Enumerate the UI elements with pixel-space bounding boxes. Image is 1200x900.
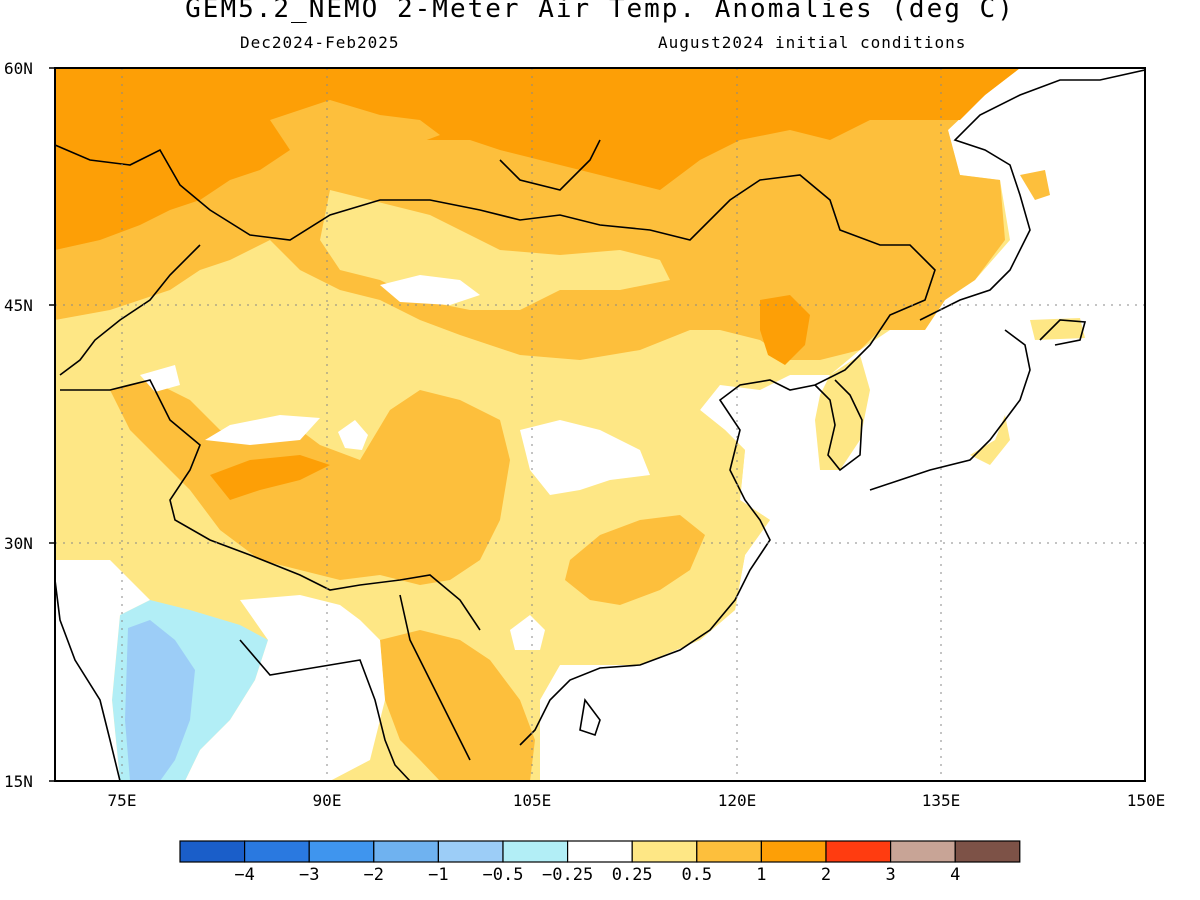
lat-ticks xyxy=(49,67,55,782)
colorbar-label: −4 xyxy=(234,865,254,885)
colorbar-swatch xyxy=(889,840,956,863)
field-neutral-tibet-a xyxy=(205,415,320,445)
colorbar-label: −1 xyxy=(428,865,448,885)
coastlines xyxy=(55,69,1145,781)
field-strong-manchuria xyxy=(760,295,810,365)
field-neutral-west xyxy=(140,365,180,392)
lon-label: 75E xyxy=(108,791,137,810)
colorbar-swatch xyxy=(631,840,698,863)
field-coolmid-india xyxy=(125,620,195,781)
colorbar-label: 2 xyxy=(821,865,831,885)
colorbar-swatch xyxy=(760,840,827,863)
lon-label: 150E xyxy=(1127,791,1166,810)
colorbar-label: 4 xyxy=(950,865,960,885)
lon-labels: 75E 90E 105E 120E 135E 150E xyxy=(108,791,1166,810)
anomaly-fields xyxy=(55,68,1145,781)
colorbar-swatch xyxy=(502,840,569,863)
colorbar-label: 0.25 xyxy=(612,865,653,885)
colorbar-swatch xyxy=(244,840,310,863)
field-neutral-ordos xyxy=(520,420,650,495)
colorbar-swatch xyxy=(825,840,892,863)
gridlines xyxy=(55,68,1145,781)
field-neutral-gulf xyxy=(510,615,545,650)
field-light-hokkaido xyxy=(1030,318,1085,340)
field-mid-tibet xyxy=(110,380,510,585)
field-neutral-tibet-b xyxy=(338,420,368,450)
lat-label: 45N xyxy=(4,296,33,315)
initial-conditions: August2024 initial conditions xyxy=(658,33,967,52)
forecast-period: Dec2024-Feb2025 xyxy=(240,33,400,52)
colorbar-label: 1 xyxy=(756,865,766,885)
lon-label: 135E xyxy=(922,791,961,810)
colorbar-label: −0.5 xyxy=(483,865,524,885)
field-light-sakhalin xyxy=(1020,170,1050,200)
field-neutral-mongolia xyxy=(380,275,480,305)
colorbar xyxy=(179,840,1021,863)
field-mid-indochina xyxy=(380,630,535,781)
colorbar-swatch xyxy=(437,840,504,863)
field-mid-southchina xyxy=(565,515,705,605)
field-strong-inner xyxy=(270,100,440,155)
field-neutral-india xyxy=(55,560,150,781)
field-light-korea xyxy=(815,355,870,470)
lon-label: 90E xyxy=(313,791,342,810)
lat-labels: 60N 45N 30N 15N xyxy=(4,59,33,791)
colorbar-label: −3 xyxy=(299,865,319,885)
colorbar-swatch xyxy=(179,840,246,863)
map-title: GEM5.2_NEMO 2-Meter Air Temp. Anomalies … xyxy=(185,0,1015,24)
field-neutral-bengal xyxy=(185,595,385,781)
lat-label: 15N xyxy=(4,772,33,791)
field-strong-tibet xyxy=(210,455,330,500)
colorbar-swatch xyxy=(373,840,439,863)
lat-label: 30N xyxy=(4,534,33,553)
colorbar-swatch xyxy=(566,840,633,863)
lat-label: 60N xyxy=(4,59,33,78)
lon-label: 105E xyxy=(513,791,552,810)
colorbar-label: −2 xyxy=(364,865,384,885)
colorbar-swatch xyxy=(696,840,762,863)
colorbar-label: 0.5 xyxy=(681,865,712,885)
lon-label: 120E xyxy=(718,791,757,810)
map-frame xyxy=(54,67,1146,782)
colorbar-swatch xyxy=(308,840,375,863)
colorbar-label: −0.25 xyxy=(542,865,593,885)
colorbar-swatch xyxy=(954,840,1021,863)
colorbar-label: 3 xyxy=(885,865,895,885)
colorbar-labels: −4 −3 −2 −1 −0.5 −0.25 0.25 0.5 1 2 3 4 xyxy=(234,865,960,885)
